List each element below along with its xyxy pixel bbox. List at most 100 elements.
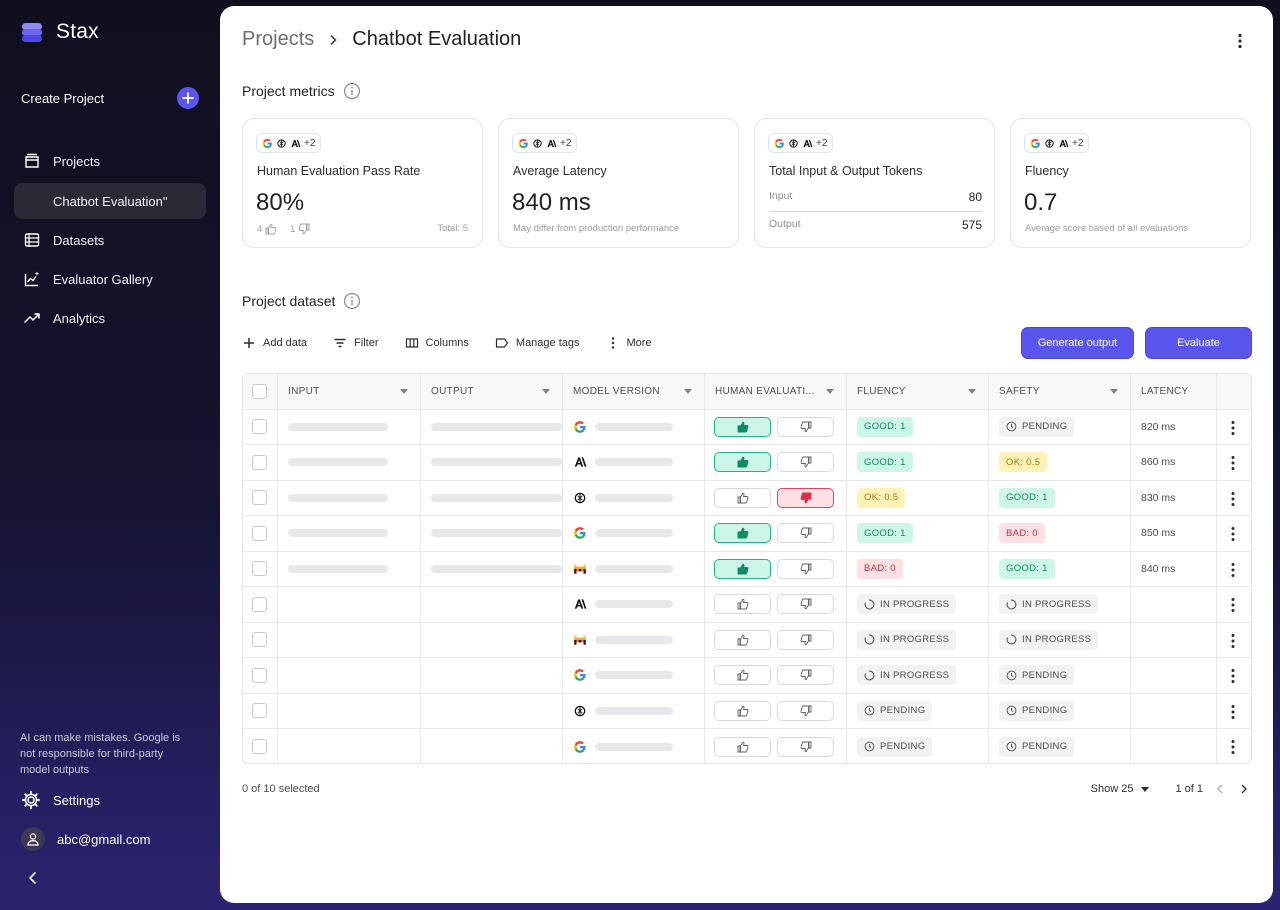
input-cell[interactable] xyxy=(278,409,421,444)
fluency-cell[interactable]: GOOD: 1 xyxy=(847,409,989,444)
thumbs-down-button[interactable] xyxy=(777,665,834,686)
thumbs-down-button[interactable] xyxy=(777,416,834,437)
row-more-icon[interactable] xyxy=(1225,633,1241,649)
table-row[interactable]: GOOD: 1 BAD: 0 850 ms xyxy=(243,516,1251,552)
model-version-cell[interactable] xyxy=(563,409,705,444)
model-version-cell[interactable] xyxy=(563,445,705,480)
row-checkbox[interactable] xyxy=(252,667,267,683)
thumbs-up-button[interactable] xyxy=(714,594,771,615)
safety-cell[interactable]: BAD: 0 xyxy=(989,516,1131,551)
sort-caret-icon[interactable] xyxy=(400,389,408,394)
fluency-cell[interactable]: OK: 0.5 xyxy=(847,480,989,515)
sidebar-item-analytics[interactable]: Analytics xyxy=(14,300,206,336)
row-checkbox[interactable] xyxy=(252,561,267,577)
output-cell[interactable] xyxy=(421,729,563,763)
row-more-icon[interactable] xyxy=(1225,739,1241,755)
thumbs-up-button[interactable] xyxy=(714,523,771,544)
page-size-caret-icon[interactable] xyxy=(1141,786,1150,792)
row-checkbox[interactable] xyxy=(252,490,267,506)
thumbs-up-button[interactable] xyxy=(714,452,771,473)
safety-cell[interactable]: PENDING xyxy=(989,409,1131,444)
thumbs-down-button[interactable] xyxy=(777,700,834,721)
fluency-cell[interactable]: IN PROGRESS xyxy=(847,622,989,657)
account-link[interactable]: abc@gmail.com xyxy=(21,827,150,851)
input-cell[interactable] xyxy=(278,516,421,551)
safety-cell[interactable]: IN PROGRESS xyxy=(989,622,1131,657)
brand[interactable]: Stax xyxy=(20,20,99,44)
model-version-cell[interactable] xyxy=(563,480,705,515)
output-cell[interactable] xyxy=(421,409,563,444)
thumbs-down-button[interactable] xyxy=(777,487,834,508)
row-more-icon[interactable] xyxy=(1225,597,1241,613)
sort-caret-icon[interactable] xyxy=(684,389,692,394)
output-cell[interactable] xyxy=(421,587,563,622)
more-vertical-icon[interactable] xyxy=(1231,32,1249,50)
output-cell[interactable] xyxy=(421,445,563,480)
safety-cell[interactable]: IN PROGRESS xyxy=(989,587,1131,622)
table-row[interactable]: OK: 0.5 GOOD: 1 830 ms xyxy=(243,480,1251,516)
output-cell[interactable] xyxy=(421,516,563,551)
settings-link[interactable]: Settings xyxy=(21,790,100,810)
fluency-cell[interactable]: GOOD: 1 xyxy=(847,445,989,480)
row-checkbox[interactable] xyxy=(252,739,267,755)
input-cell[interactable] xyxy=(278,551,421,586)
table-row[interactable]: PENDING PENDING xyxy=(243,729,1251,763)
thumbs-down-button[interactable] xyxy=(777,629,834,650)
input-cell[interactable] xyxy=(278,622,421,657)
sort-caret-icon[interactable] xyxy=(1110,389,1118,394)
column-header-human-evaluation[interactable]: HUMAN EVALUATI... xyxy=(705,374,847,409)
select-all-checkbox[interactable] xyxy=(252,383,267,399)
evaluate-button[interactable]: Evaluate xyxy=(1145,327,1252,359)
fluency-cell[interactable]: IN PROGRESS xyxy=(847,658,989,693)
model-version-cell[interactable] xyxy=(563,587,705,622)
table-row[interactable]: PENDING PENDING xyxy=(243,693,1251,729)
fluency-cell[interactable]: IN PROGRESS xyxy=(847,587,989,622)
model-chips[interactable]: +2 xyxy=(768,133,834,153)
sidebar-item-evaluator-gallery[interactable]: Evaluator Gallery xyxy=(14,261,206,297)
table-row[interactable]: BAD: 0 GOOD: 1 840 ms xyxy=(243,551,1251,587)
model-version-cell[interactable] xyxy=(563,658,705,693)
sort-caret-icon[interactable] xyxy=(542,389,550,394)
breadcrumb-projects[interactable]: Projects xyxy=(242,28,315,50)
table-row[interactable]: GOOD: 1 OK: 0.5 860 ms xyxy=(243,445,1251,481)
fluency-cell[interactable]: BAD: 0 xyxy=(847,551,989,586)
prev-page-icon[interactable] xyxy=(1213,782,1227,796)
table-row[interactable]: IN PROGRESS IN PROGRESS xyxy=(243,587,1251,623)
next-page-icon[interactable] xyxy=(1237,782,1251,796)
row-checkbox[interactable] xyxy=(252,454,267,470)
row-more-icon[interactable] xyxy=(1225,668,1241,684)
model-chips[interactable]: +2 xyxy=(1024,133,1090,153)
row-more-icon[interactable] xyxy=(1225,562,1241,578)
table-row[interactable]: IN PROGRESS PENDING xyxy=(243,658,1251,694)
safety-cell[interactable]: PENDING xyxy=(989,658,1131,693)
model-chips[interactable]: +2 xyxy=(256,133,322,153)
input-cell[interactable] xyxy=(278,693,421,728)
sidebar-item-chatbot-evaluation[interactable]: Chatbot Evaluation" xyxy=(14,183,206,219)
add-data-button[interactable]: Add data xyxy=(242,336,307,350)
row-checkbox[interactable] xyxy=(252,632,267,648)
thumbs-up-button[interactable] xyxy=(714,416,771,437)
thumbs-up-button[interactable] xyxy=(714,487,771,508)
fluency-cell[interactable]: PENDING xyxy=(847,693,989,728)
thumbs-up-button[interactable] xyxy=(714,736,771,757)
thumbs-up-button[interactable] xyxy=(714,700,771,721)
info-icon[interactable] xyxy=(343,82,361,100)
sidebar-item-projects[interactable]: Projects xyxy=(14,143,206,179)
create-project-row[interactable]: Create Project xyxy=(21,86,199,110)
column-header-output[interactable]: OUTPUT xyxy=(421,374,563,409)
row-more-icon[interactable] xyxy=(1225,455,1241,471)
output-cell[interactable] xyxy=(421,551,563,586)
page-size-select[interactable]: Show 25 xyxy=(1090,783,1134,795)
fluency-cell[interactable]: GOOD: 1 xyxy=(847,516,989,551)
manage-tags-button[interactable]: Manage tags xyxy=(495,336,580,350)
table-row[interactable]: GOOD: 1 PENDING 820 ms xyxy=(243,409,1251,445)
generate-output-button[interactable]: Generate output xyxy=(1021,327,1134,359)
input-cell[interactable] xyxy=(278,658,421,693)
columns-button[interactable]: Columns xyxy=(405,336,469,350)
row-more-icon[interactable] xyxy=(1225,704,1241,720)
column-header-fluency[interactable]: FLUENCY xyxy=(847,374,989,409)
safety-cell[interactable]: GOOD: 1 xyxy=(989,480,1131,515)
model-version-cell[interactable] xyxy=(563,729,705,763)
sort-caret-icon[interactable] xyxy=(826,389,834,394)
column-header-safety[interactable]: SAFETY xyxy=(989,374,1131,409)
